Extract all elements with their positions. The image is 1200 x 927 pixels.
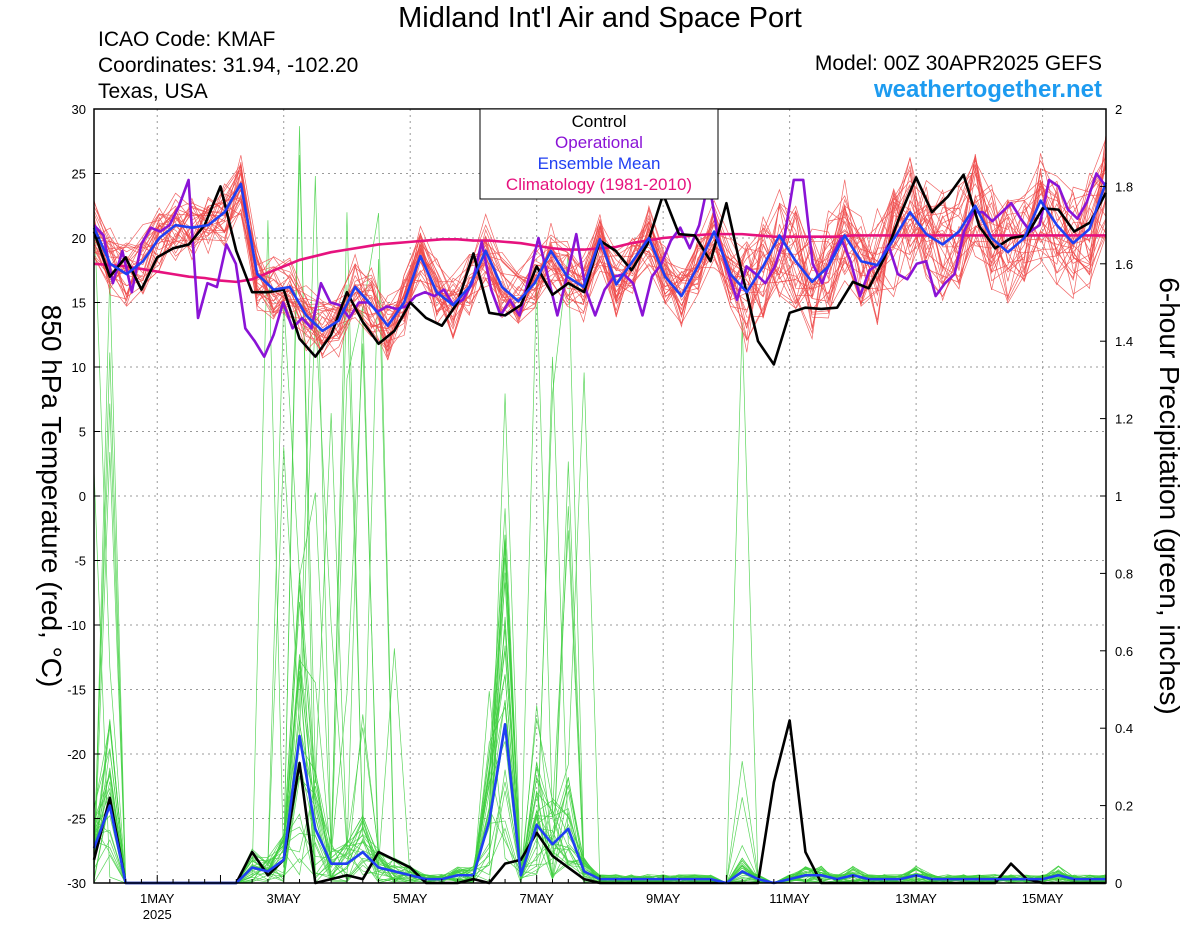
temp-member-line bbox=[93, 180, 1106, 343]
chart-title: Midland Int'l Air and Space Port bbox=[398, 2, 802, 34]
y-tick-label-left: -15 bbox=[67, 683, 86, 698]
x-tick-label: 1MAY bbox=[140, 891, 175, 906]
precip-member-line bbox=[93, 205, 1106, 884]
axes: 302520151050-5-10-15-20-25-3021.81.61.41… bbox=[67, 102, 1133, 906]
precip-member-line bbox=[93, 691, 1106, 884]
y-tick-label-left: -5 bbox=[74, 554, 86, 569]
temp-member-line bbox=[93, 172, 1107, 354]
legend-climatology: Climatology (1981-2010) bbox=[506, 175, 692, 194]
y-tick-label-left: 10 bbox=[72, 360, 86, 375]
precip-control-line bbox=[92, 719, 1106, 885]
precip-member-line bbox=[93, 306, 1106, 884]
precip-member-line bbox=[93, 343, 1106, 884]
precip-member-line bbox=[93, 253, 1106, 884]
x-tick-label: 7MAY bbox=[519, 891, 554, 906]
temp-member-line bbox=[93, 172, 1107, 344]
precip-member-line bbox=[93, 275, 1106, 884]
precip-member-line bbox=[93, 674, 1106, 884]
y-axis-label-right: 6-hour Precipitation (green, inches) bbox=[1154, 277, 1185, 714]
temp-member-line bbox=[93, 162, 1107, 361]
precip-member-line bbox=[93, 155, 1106, 884]
precip-member-line bbox=[93, 699, 1106, 884]
y-tick-label-left: 15 bbox=[72, 296, 86, 311]
x-tick-label: 9MAY bbox=[646, 891, 681, 906]
x-tick-label: 13MAY bbox=[895, 891, 937, 906]
y-tick-label-left: 25 bbox=[72, 167, 86, 182]
precip-member-line bbox=[93, 220, 1106, 884]
precip-member-line bbox=[93, 372, 1106, 884]
y-tick-label-right: 1.2 bbox=[1115, 412, 1133, 427]
y-tick-label-right: 1.6 bbox=[1115, 257, 1133, 272]
y-tick-label-left: -30 bbox=[67, 876, 86, 891]
temp-ensemble-mean-line bbox=[92, 182, 1108, 333]
y-tick-label-left: 20 bbox=[72, 231, 86, 246]
temp-climatology-1981-2010-line bbox=[93, 232, 1106, 284]
x-tick-label: 15MAY bbox=[1022, 891, 1064, 906]
precip-member-line bbox=[93, 259, 1106, 884]
x-tick-label: 3MAY bbox=[267, 891, 302, 906]
coordinates: Coordinates: 31.94, -102.20 bbox=[98, 54, 359, 77]
precip-member-line bbox=[93, 676, 1106, 884]
model-run: Model: 00Z 30APR2025 GEFS bbox=[814, 52, 1102, 75]
legend-box bbox=[479, 108, 719, 200]
y-tick-label-left: 5 bbox=[79, 425, 86, 440]
y-tick-label-right: 2 bbox=[1115, 102, 1122, 117]
y-tick-label-right: 0.2 bbox=[1115, 799, 1133, 814]
x-tick-label: 11MAY bbox=[769, 891, 810, 906]
y-tick-label-right: 0.4 bbox=[1115, 721, 1133, 736]
temp-member-line bbox=[93, 154, 1107, 352]
temp-member-line bbox=[93, 167, 1106, 348]
y-tick-label-right: 1 bbox=[1115, 489, 1122, 504]
precip-member-line bbox=[93, 557, 1106, 884]
y-tick-label-right: 0 bbox=[1115, 876, 1122, 891]
precip-member-line bbox=[93, 322, 1106, 884]
y-tick-label-left: -20 bbox=[67, 747, 86, 762]
y-tick-label-left: -25 bbox=[67, 812, 86, 827]
precip-member-line bbox=[93, 281, 1106, 884]
precip-member-line bbox=[93, 548, 1106, 884]
y-tick-label-right: 0.8 bbox=[1115, 566, 1133, 581]
y-tick-label-right: 1.8 bbox=[1115, 179, 1133, 194]
precip-member-line bbox=[93, 311, 1106, 884]
temp-member-line bbox=[93, 163, 1107, 357]
y-tick-label-right: 0.6 bbox=[1115, 644, 1133, 659]
precip-member-line bbox=[93, 585, 1106, 884]
precip-member-line bbox=[93, 492, 1106, 884]
x-tick-label: 5MAY bbox=[393, 891, 428, 906]
main-series-lines bbox=[92, 172, 1108, 885]
legend-ensemble-mean: Ensemble Mean bbox=[538, 154, 661, 173]
temp-member-line bbox=[93, 156, 1107, 334]
y-tick-label-left: -10 bbox=[67, 618, 86, 633]
precip-ensemble-mean-line bbox=[92, 723, 1106, 885]
site-link[interactable]: weathertogether.net bbox=[873, 76, 1102, 103]
temp-operational-line bbox=[93, 172, 1107, 358]
legend: Control Operational Ensemble Mean Climat… bbox=[479, 108, 719, 200]
precip-member-line bbox=[93, 651, 1106, 884]
precip-member-line bbox=[93, 212, 1106, 884]
icao-code: ICAO Code: KMAF bbox=[98, 28, 276, 51]
precip-member-line bbox=[93, 212, 1106, 884]
legend-operational: Operational bbox=[555, 133, 643, 152]
x-axis-year-label: 2025 bbox=[143, 907, 172, 922]
y-tick-label-left: 30 bbox=[72, 102, 86, 117]
y-tick-label-left: 0 bbox=[79, 489, 86, 504]
location: Texas, USA bbox=[98, 80, 208, 103]
precip-member-line bbox=[93, 447, 1106, 884]
legend-control: Control bbox=[572, 112, 627, 131]
y-tick-label-right: 1.4 bbox=[1115, 334, 1133, 349]
precip-member-line bbox=[93, 461, 1106, 884]
precip-member-line bbox=[93, 393, 1106, 884]
y-axis-label-left: 850 hPa Temperature (red, °C) bbox=[36, 305, 67, 688]
temp-member-line bbox=[93, 138, 1107, 335]
